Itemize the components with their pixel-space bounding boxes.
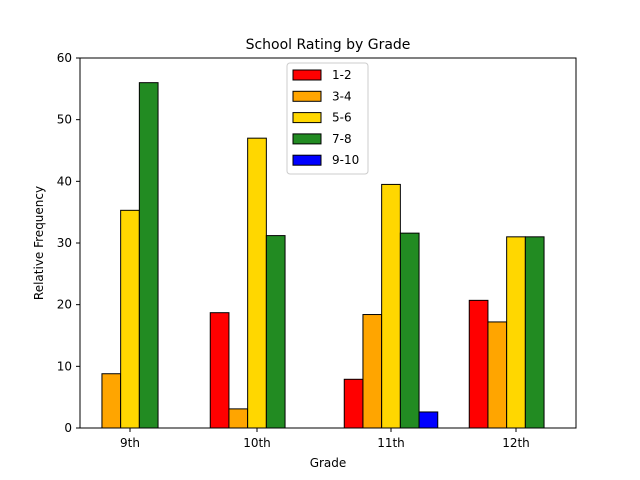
y-tick-label: 0 (64, 421, 72, 435)
bar-7-8-9th (138, 82, 159, 429)
y-axis: 0 10 20 30 40 50 60 (57, 51, 80, 435)
y-tick-label: 20 (57, 298, 72, 312)
chart-title: School Rating by Grade (246, 37, 411, 53)
bar-9-10-11th (418, 411, 439, 429)
bar-7-8-11th (399, 232, 420, 429)
legend-label: 9-10 (332, 153, 359, 167)
legend-label: 5-6 (332, 111, 352, 125)
x-tick-label: 10th (243, 436, 271, 450)
bar-3-4-11th (362, 314, 383, 429)
y-tick-label: 30 (57, 236, 72, 250)
x-tick-label: 9th (120, 436, 140, 450)
legend-label: 3-4 (332, 89, 352, 103)
legend-swatch (292, 69, 322, 81)
bar-3-4-10th (228, 408, 249, 429)
bar-7-8-10th (265, 235, 286, 429)
bar-1-2-10th (209, 312, 230, 429)
legend-label: 7-8 (332, 132, 352, 146)
x-axis: 9th 10th 11th 12th (120, 428, 530, 450)
y-tick-label: 40 (57, 174, 72, 188)
bar-3-4-12th (487, 321, 508, 429)
legend-swatch (292, 133, 322, 145)
y-axis-label: Relative Frequency (32, 186, 46, 300)
x-tick-label: 11th (377, 436, 405, 450)
y-tick-label: 50 (57, 113, 72, 127)
x-axis-label: Grade (310, 456, 347, 470)
bar-5-6-11th (381, 183, 401, 429)
legend: 1-2 3-4 5-6 7-8 9-10 (286, 62, 369, 175)
bar-3-4-9th (101, 373, 122, 429)
legend-label: 1-2 (332, 68, 352, 82)
bar-5-6-12th (506, 236, 526, 429)
y-tick-label: 10 (57, 359, 72, 373)
legend-swatch (292, 112, 322, 124)
x-tick-label: 12th (502, 436, 530, 450)
bar-5-6-9th (120, 209, 140, 429)
legend-swatch (292, 154, 322, 166)
y-tick-label: 60 (57, 51, 72, 65)
legend-box (286, 62, 369, 175)
bar-7-8-12th (524, 236, 545, 429)
bar-1-2-11th (343, 378, 364, 429)
bar-5-6-10th (247, 137, 267, 429)
bar-1-2-12th (468, 299, 489, 429)
legend-swatch (292, 90, 322, 102)
